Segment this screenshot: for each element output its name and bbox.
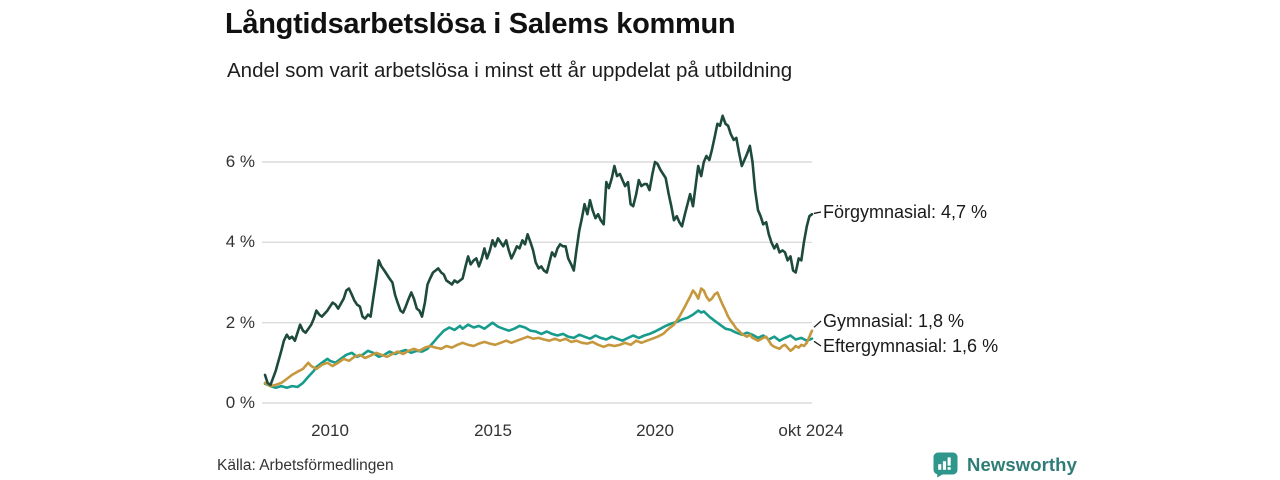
x-tick-2010: 2010 [311, 421, 349, 440]
label-connector-eftergymnasial [813, 340, 822, 347]
line-eftergymnasial [263, 309, 814, 390]
line-förgymnasial [263, 114, 814, 387]
label-connector-förgymnasial [813, 211, 822, 215]
y-tick-0: 0 % [225, 393, 255, 412]
x-tick-2015: 2015 [474, 421, 512, 440]
series-label-forgymnasial: Förgymnasial: 4,7 % [823, 202, 988, 222]
x-tick-okt2024: okt 2024 [778, 421, 844, 440]
series-label-gymnasial: Gymnasial: 1,8 % [823, 311, 965, 331]
brand-name: Newsworthy [967, 453, 1077, 475]
y-tick-2: 2 % [225, 313, 255, 332]
line-gymnasial [263, 287, 814, 388]
brand-lockup: Newsworthy [932, 451, 1077, 478]
y-tick-4: 4 % [225, 232, 255, 251]
y-tick-6: 6 % [225, 152, 255, 171]
newsworthy-logo-icon [933, 452, 958, 478]
x-tick-2020: 2020 [636, 421, 674, 440]
series-label-eftergymnasial: Eftergymnasial: 1,6 % [823, 336, 999, 356]
label-connector-gymnasial [813, 320, 822, 328]
page-title: Långtidsarbetslösa i Salems kommun [225, 8, 736, 40]
page-subtitle: Andel som varit arbetslösa i minst ett å… [227, 59, 793, 82]
source-note: Källa: Arbetsförmedlingen [217, 457, 394, 474]
